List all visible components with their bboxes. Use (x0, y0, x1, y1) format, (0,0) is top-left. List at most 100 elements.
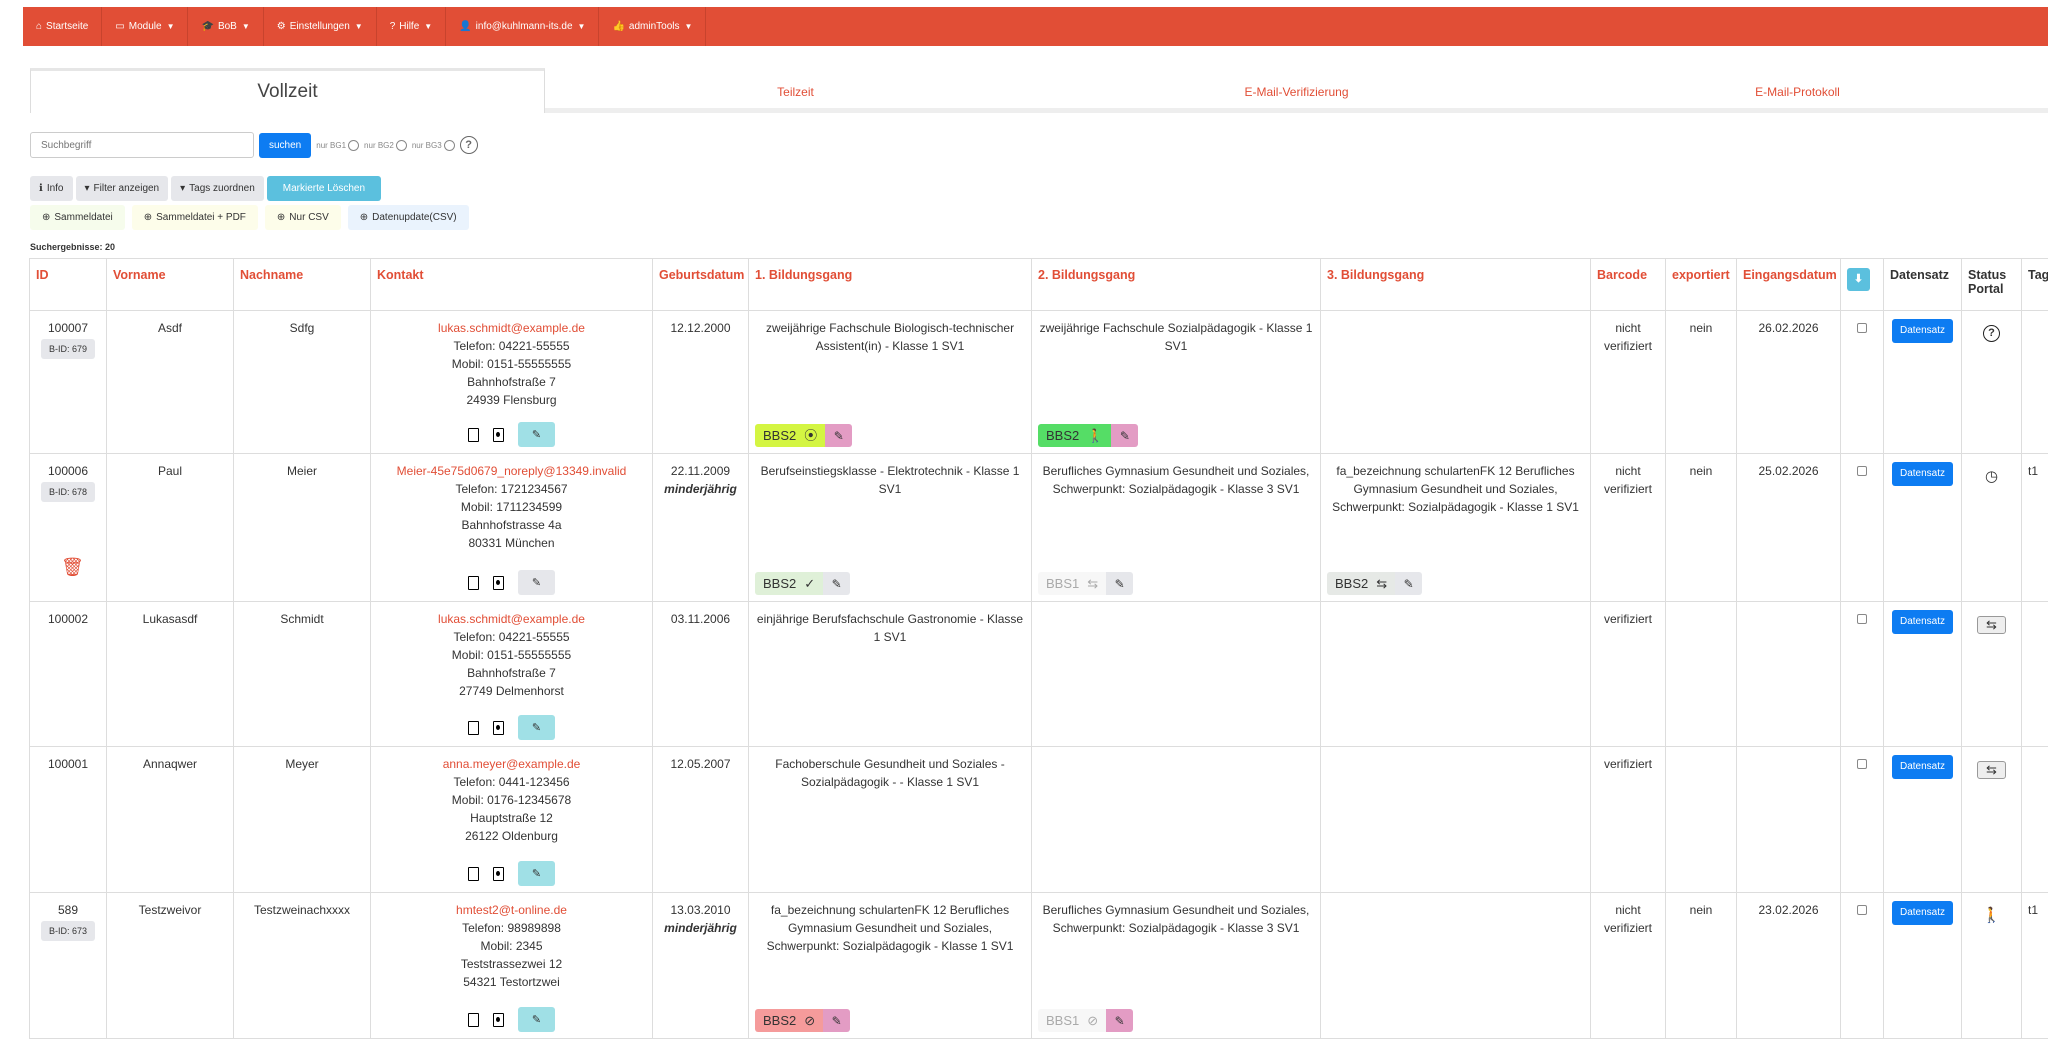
datensatz-button[interactable]: Datensatz (1891, 610, 1954, 634)
caret-down-icon: ▼ (354, 22, 363, 31)
school-status[interactable]: BBS2 ⊘ (755, 1009, 824, 1032)
export-button[interactable]: ⊕ Sammeldatei (30, 205, 125, 230)
markierte-löschen-button[interactable]: Markierte Löschen (266, 176, 382, 201)
table-row: 100002 Lukasasdf Schmidt lukas.schmidt@e… (29, 601, 2048, 747)
edit-contact-button[interactable]: ✎ (518, 861, 555, 886)
pdf-icon[interactable] (468, 575, 479, 590)
radio-circle[interactable] (395, 139, 407, 151)
document-icon[interactable] (493, 427, 504, 442)
help-icon[interactable]: ? (459, 136, 478, 154)
edit-icon[interactable]: ✎ (1106, 572, 1134, 595)
column-header[interactable]: exportiert (1665, 258, 1737, 311)
edit-contact-button[interactable]: ✎ (518, 570, 555, 595)
id-cell: 100006 B-ID: 678 🗑 (29, 453, 107, 602)
bildungsgang-text: Berufliches Gymnasium Gesundheit und Soz… (1042, 903, 1310, 935)
swap-button[interactable]: ⇆ (1977, 616, 2006, 634)
tab-teilzeit[interactable]: Teilzeit (545, 68, 1046, 113)
search-input[interactable] (30, 132, 254, 158)
radio-circle[interactable] (443, 139, 455, 151)
swap-button[interactable]: ⇆ (1977, 761, 2006, 779)
radio-bg2[interactable]: nur BG2 (364, 139, 407, 151)
exportiert-cell (1665, 746, 1737, 893)
tab-e-mail-verifizierung[interactable]: E-Mail-Verifizierung (1046, 68, 1547, 113)
column-header[interactable]: 3. Bildungsgang (1320, 258, 1591, 311)
radio-bg1[interactable]: nur BG1 (316, 139, 360, 151)
email-link[interactable]: anna.meyer@example.de (442, 757, 581, 771)
pdf-icon[interactable] (468, 427, 479, 442)
column-header[interactable]: Nachname (233, 258, 371, 311)
datensatz-button[interactable]: Datensatz (1891, 755, 1954, 779)
nav-hilfe[interactable]: ? Hilfe ▼ (377, 7, 447, 46)
edit-contact-button[interactable]: ✎ (518, 422, 555, 447)
edit-icon[interactable]: ✎ (1395, 572, 1423, 595)
nav-startseite[interactable]: ⌂ Startseite (23, 7, 103, 46)
column-header[interactable]: Geburtsdatum (652, 258, 749, 311)
email-link[interactable]: lukas.schmidt@example.de (438, 612, 585, 626)
row-checkbox[interactable] (1857, 323, 1867, 333)
school-status[interactable]: BBS2 🚶 (1038, 424, 1112, 447)
radio-circle[interactable] (348, 139, 360, 151)
button-label: Filter anzeigen (93, 183, 160, 194)
radio-bg3[interactable]: nur BG3 (412, 139, 455, 151)
column-header[interactable]: 1. Bildungsgang (748, 258, 1032, 311)
tab-vollzeit[interactable]: Vollzeit (30, 68, 545, 113)
nav-module[interactable]: ▭ Module ▼ (102, 7, 189, 46)
edit-contact-button[interactable]: ✎ (518, 1007, 555, 1032)
row-checkbox[interactable] (1857, 905, 1867, 915)
nav-bob[interactable]: 🎓 BoB ▼ (188, 7, 264, 46)
edit-icon[interactable]: ✎ (1111, 424, 1139, 447)
column-header[interactable]: Kontakt (370, 258, 653, 311)
row-checkbox[interactable] (1857, 466, 1867, 476)
document-icon[interactable] (493, 720, 504, 735)
document-icon[interactable] (493, 1012, 504, 1027)
row-checkbox[interactable] (1857, 614, 1867, 624)
nav-einstellungen[interactable]: ⚙ Einstellungen ▼ (264, 7, 377, 46)
document-icon[interactable] (493, 866, 504, 881)
filter-anzeigen-button[interactable]: ▾ Filter anzeigen (75, 176, 169, 201)
edit-icon[interactable]: ✎ (1106, 1009, 1134, 1032)
edit-contact-button[interactable]: ✎ (518, 715, 555, 740)
edit-icon[interactable]: ✎ (823, 572, 851, 595)
email-link[interactable]: lukas.schmidt@example.de (438, 321, 585, 335)
column-header[interactable]: Eingangsdatum (1736, 258, 1841, 311)
school-status[interactable]: BBS2 ⇆ (1327, 572, 1396, 595)
export-button[interactable]: ⊕ Sammeldatei + PDF (131, 205, 258, 230)
datensatz-button[interactable]: Datensatz (1891, 462, 1954, 486)
bildungsgang-cell (1320, 892, 1591, 1039)
export-button[interactable]: ⊕ Nur CSV (264, 205, 341, 230)
bildungsgang-cell: zweijährige Fachschule Biologisch-techni… (748, 310, 1032, 454)
nav-admintools[interactable]: 👍 adminTools ▼ (599, 7, 707, 46)
pdf-icon[interactable] (468, 866, 479, 881)
column-header[interactable]: Vorname (106, 258, 234, 311)
school-status[interactable]: BBS2 ⦿ (755, 424, 826, 447)
eingangsdatum-cell (1736, 746, 1841, 893)
datensatz-button[interactable]: Datensatz (1891, 901, 1954, 925)
bildungsgang-text: zweijährige Fachschule Sozialpädagogik -… (1039, 321, 1313, 353)
trash-icon[interactable]: 🗑 (61, 557, 84, 577)
datensatz-cell: Datensatz (1883, 453, 1962, 602)
school-status[interactable]: BBS1 ⊘ (1038, 1009, 1107, 1032)
column-header[interactable]: 2. Bildungsgang (1031, 258, 1321, 311)
export-button[interactable]: ⊕ Datenupdate(CSV) (347, 205, 469, 230)
email-link[interactable]: hmtest2@t-online.de (456, 903, 567, 917)
status-portal-cell: ? (1961, 310, 2022, 454)
tags-zuordnen-button[interactable]: ▾ Tags zuordnen (171, 176, 264, 201)
pdf-icon[interactable] (468, 1012, 479, 1027)
download-circle-icon: ⊕ (42, 212, 51, 223)
edit-icon[interactable]: ✎ (825, 424, 853, 447)
download-all-icon[interactable]: ⬇ (1847, 268, 1870, 291)
school-status[interactable]: BBS1 ⇆ (1038, 572, 1107, 595)
nav-info-kuhlmann-its-de[interactable]: 👤 info@kuhlmann-its.de ▼ (446, 7, 600, 46)
school-status[interactable]: BBS2 ✓ (755, 572, 824, 595)
column-header[interactable]: ID (29, 258, 107, 311)
edit-icon[interactable]: ✎ (823, 1009, 851, 1032)
search-button[interactable]: suchen (259, 132, 312, 158)
pdf-icon[interactable] (468, 720, 479, 735)
info-button[interactable]: ℹ Info (30, 176, 73, 201)
tab-e-mail-protokoll[interactable]: E-Mail-Protokoll (1547, 68, 2048, 113)
column-header[interactable]: Barcode (1590, 258, 1666, 311)
datensatz-button[interactable]: Datensatz (1891, 319, 1954, 343)
document-icon[interactable] (493, 575, 504, 590)
row-checkbox[interactable] (1857, 759, 1867, 769)
email-link[interactable]: Meier-45e75d0679_noreply@13349.invalid (396, 464, 627, 478)
